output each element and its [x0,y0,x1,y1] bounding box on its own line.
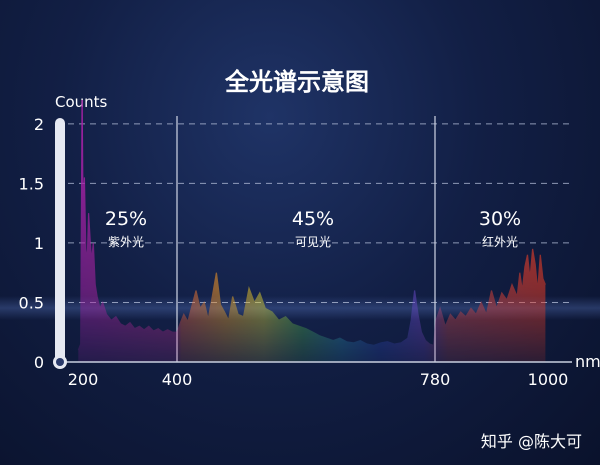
x-axis-unit: nm [575,352,600,371]
chart-title: 全光谱示意图 [224,68,369,96]
region-percent: 25% [105,208,147,230]
grid-lines [68,123,572,303]
y-axis-label: Counts [55,93,108,111]
x-tick-labels: 200 400 780 1000 [68,370,569,389]
region-percent: 30% [479,208,521,230]
x-tick-label: 1000 [528,370,569,389]
y-tick-label: 2 [34,115,44,134]
region-labels: 25% 紫外光 45% 可见光 30% 红外光 [105,208,521,249]
spectrum-line [77,93,546,351]
region-name: 红外光 [482,234,518,249]
region-dividers [176,116,436,362]
y-axis [53,118,572,369]
y-tick-label: 1 [34,234,44,253]
y-tick-label: 1.5 [19,174,44,193]
y-tick-label: 0 [34,353,44,372]
x-tick-label: 200 [68,370,99,389]
region-percent: 45% [292,208,334,230]
region-name: 紫外光 [108,235,144,249]
y-tick-label: 0.5 [19,293,44,312]
x-tick-label: 400 [162,370,193,389]
x-tick-label: 780 [420,370,451,389]
spectrum-layer [77,93,546,362]
y-axis-bar [55,118,65,364]
y-tick-labels: 0 0.5 1 1.5 2 [19,115,44,372]
origin-marker-inner [56,358,64,366]
region-name: 可见光 [295,235,331,249]
watermark: 知乎 @陈大可 [481,432,582,451]
